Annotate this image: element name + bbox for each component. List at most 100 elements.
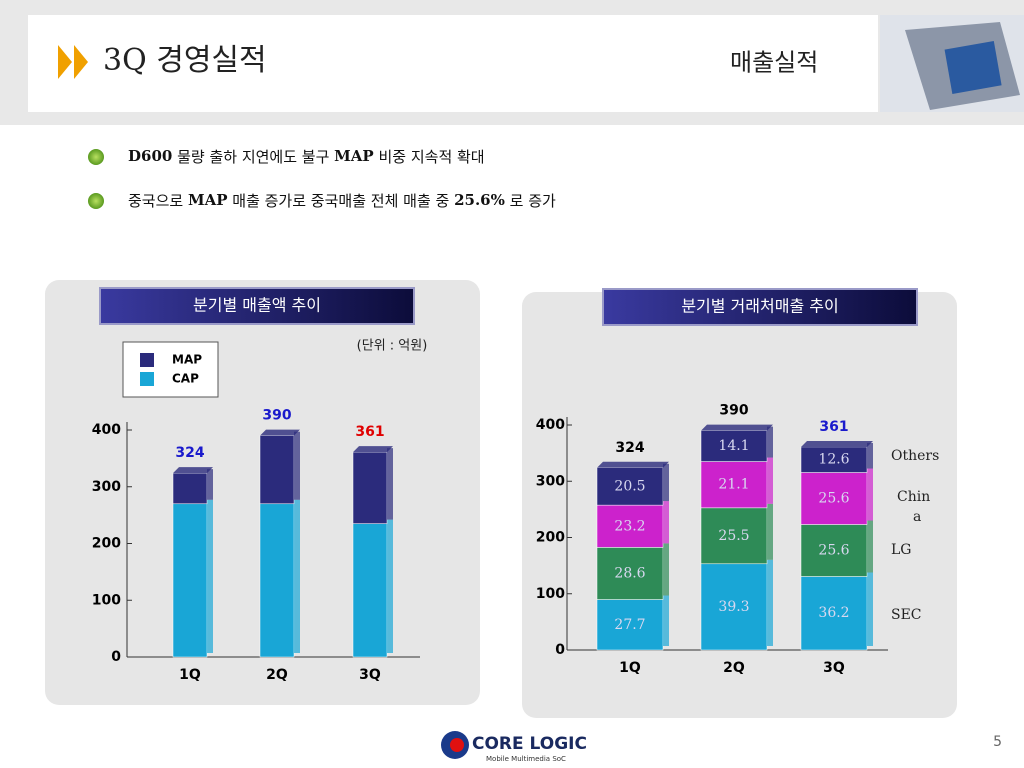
- bar-side: [387, 448, 393, 520]
- chart-title-box: [602, 288, 918, 326]
- bar-top: [353, 446, 393, 453]
- x-tick-label: 2Q: [723, 660, 745, 676]
- segment-label: 12.6: [818, 452, 849, 468]
- bar-side: [207, 499, 213, 653]
- segment-label: 23.2: [614, 518, 645, 534]
- bar-segment: [700, 507, 768, 565]
- bar-side: [867, 468, 873, 521]
- legend-swatch: [140, 372, 154, 386]
- chart-title: 분기별 거래처매출 추이: [681, 297, 838, 316]
- total-label: 324: [175, 445, 204, 461]
- unit-note: (단위 : 억원): [357, 339, 428, 354]
- bar-segment: [596, 547, 664, 600]
- y-tick-label: 0: [111, 649, 121, 665]
- bar-segment: [352, 451, 388, 524]
- segment-label: 36.2: [818, 605, 849, 621]
- bar-side: [867, 572, 873, 646]
- bullet-segment: 비중 지속적 확대: [374, 148, 485, 166]
- y-tick-label: 200: [92, 536, 121, 552]
- segment-label: 25.6: [818, 491, 849, 507]
- total-label: 390: [719, 403, 748, 419]
- y-tick-label: 400: [536, 417, 565, 433]
- bar-side: [207, 469, 213, 500]
- bullet-text: D600 물량 출하 지연에도 불구 MAP 비중 지속적 확대: [128, 147, 485, 166]
- segment-label: 25.5: [718, 528, 749, 544]
- bar-top: [173, 467, 213, 474]
- segment-label: 20.5: [614, 478, 645, 494]
- y-tick-label: 0: [555, 642, 565, 658]
- total-label: 361: [355, 424, 384, 440]
- bar-top: [260, 429, 300, 436]
- bar-segment: [700, 461, 768, 509]
- x-tick-label: 3Q: [823, 660, 845, 676]
- bullet-segment: 중국으로: [128, 192, 188, 210]
- bar-segment: [800, 524, 868, 577]
- segment-label: 25.6: [818, 542, 849, 558]
- x-tick-label: 2Q: [266, 667, 288, 683]
- legend-label: CAP: [172, 372, 199, 386]
- bar-side: [867, 520, 873, 573]
- legend-box: [122, 341, 219, 398]
- title-arrows: [58, 45, 88, 79]
- total-label: 361: [819, 419, 848, 435]
- page-number: 5: [993, 734, 1002, 750]
- y-tick-label: 200: [536, 530, 565, 546]
- bar-segment: [259, 503, 295, 658]
- bar-top: [701, 424, 773, 431]
- bullet-segment: 25.6%: [454, 191, 505, 209]
- x-tick-label: 3Q: [359, 667, 381, 683]
- logo-text: CORE LOGIC: [472, 734, 587, 754]
- total-label: 324: [615, 440, 644, 456]
- legend-label: SEC: [891, 607, 922, 623]
- legend-label-part: a: [913, 509, 921, 525]
- bar-side: [294, 431, 300, 500]
- logo-dot: [450, 738, 464, 752]
- bullet-text: 중국으로 MAP 매출 증가로 중국매출 전체 매출 중 25.6% 로 증가: [128, 191, 556, 210]
- legend-label: MAP: [172, 353, 202, 367]
- bullet-segment: 물량 출하 지연에도 불구: [172, 148, 334, 166]
- logo-tagline: Mobile Multimedia SoC: [486, 755, 566, 763]
- bar-segment: [259, 435, 295, 505]
- y-tick-label: 100: [92, 592, 121, 608]
- segment-label: 14.1: [718, 438, 749, 454]
- bullet-icon: [88, 149, 104, 165]
- section-title: 매출실적: [730, 49, 818, 77]
- legend-label: LG: [891, 542, 911, 558]
- legend-label: Others: [891, 448, 939, 464]
- bar-side: [387, 519, 393, 653]
- bar-side: [663, 501, 669, 544]
- x-tick-label: 1Q: [619, 660, 641, 676]
- segment-label: 39.3: [718, 599, 749, 615]
- bar-segment: [172, 503, 208, 658]
- bar-side: [767, 426, 773, 458]
- bar-segment: [800, 576, 868, 651]
- bar-segment: [172, 472, 208, 505]
- x-tick-label: 1Q: [179, 667, 201, 683]
- bar-side: [663, 463, 669, 502]
- total-label: 390: [262, 408, 291, 424]
- bar-top: [597, 461, 669, 468]
- bar-segment: [800, 472, 868, 525]
- bar-side: [767, 559, 773, 646]
- legend-swatch: [140, 353, 154, 367]
- bar-side: [867, 442, 873, 469]
- segment-label: 21.1: [718, 477, 749, 493]
- bar-segment: [700, 563, 768, 651]
- bar-side: [663, 543, 669, 596]
- bullet-segment: 매출 증가로 중국매출 전체 매출 중: [228, 192, 455, 210]
- bar-side: [294, 499, 300, 653]
- y-tick-label: 300: [92, 479, 121, 495]
- header-box: [28, 15, 878, 112]
- legend-label-part: Chin: [897, 489, 930, 505]
- bar-segment: [352, 523, 388, 658]
- bar-segment: [596, 467, 664, 506]
- phone-screen: [944, 40, 1002, 94]
- y-tick-label: 400: [92, 422, 121, 438]
- bar-segment: [700, 430, 768, 462]
- segment-label: 28.6: [614, 565, 645, 581]
- bar-side: [767, 457, 773, 504]
- y-tick-label: 300: [536, 473, 565, 489]
- bar-top: [801, 440, 873, 447]
- segment-label: 27.7: [614, 617, 645, 633]
